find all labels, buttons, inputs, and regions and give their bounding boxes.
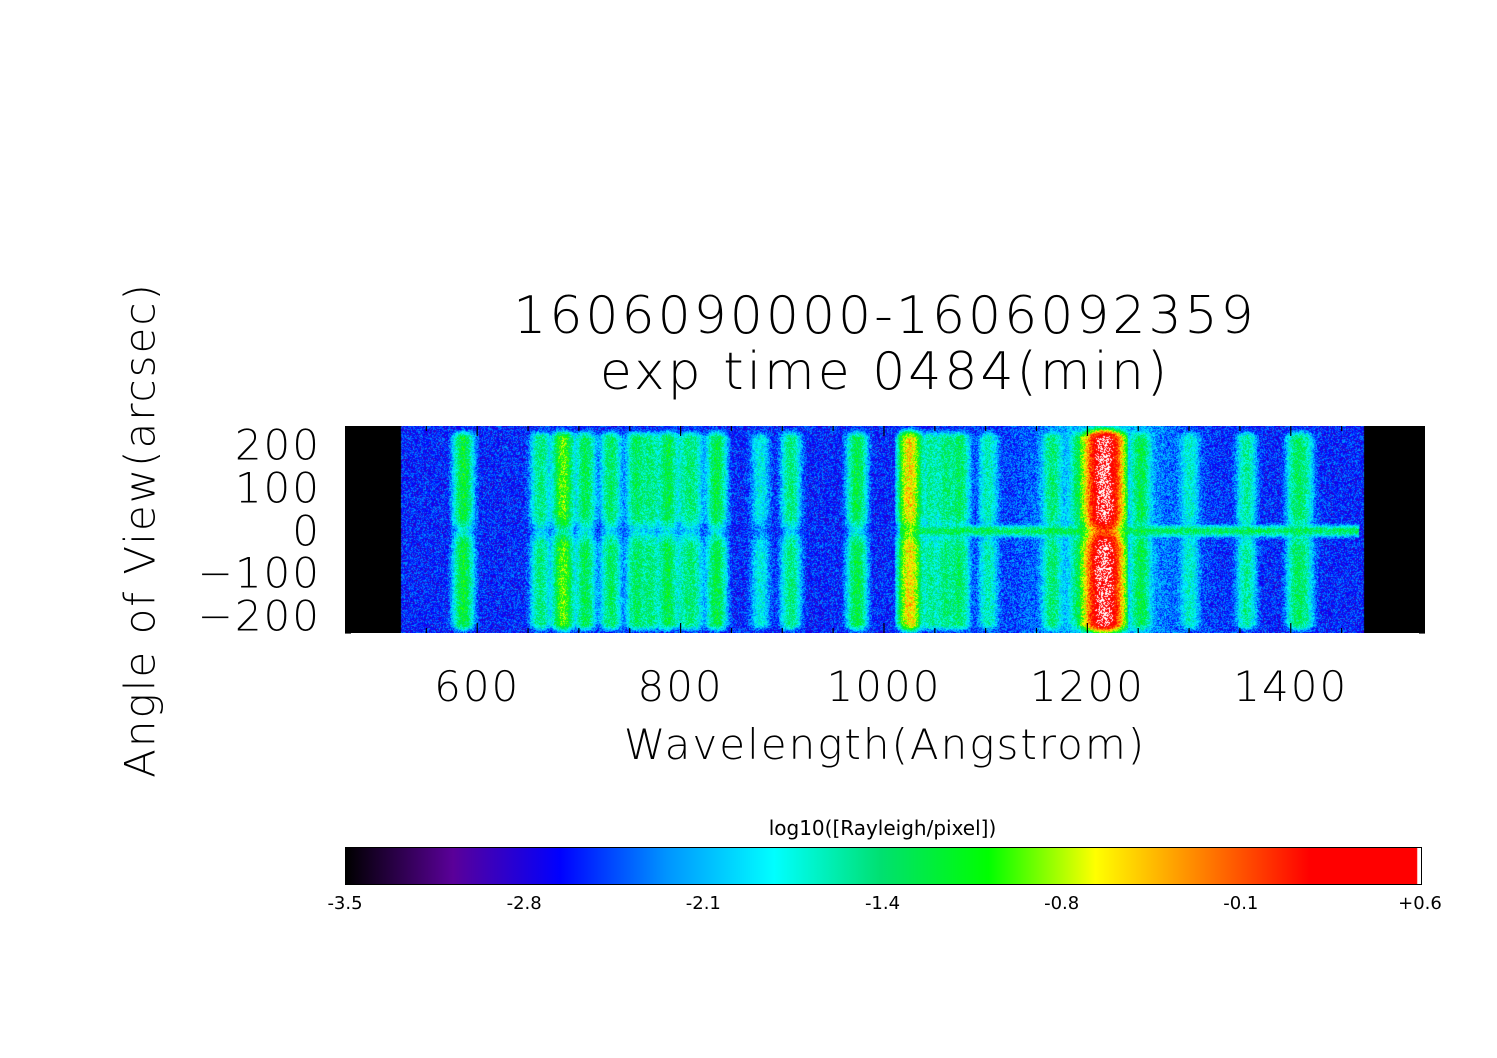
y-tick-label: −200 — [197, 591, 321, 641]
chart-title-line-1: 1606090000-1606092359 — [513, 286, 1257, 346]
x-axis-label: Wavelength(Angstrom) — [623, 720, 1147, 769]
chart-title-line-2: exp time 0484(min) — [599, 342, 1171, 402]
x-tick-label: 1000 — [826, 662, 942, 711]
y-tick-label: 0 — [292, 506, 321, 556]
y-tick-label: −100 — [197, 548, 321, 598]
y-tick-label: 100 — [234, 463, 321, 513]
x-tick-label: 1200 — [1029, 662, 1145, 711]
colorbar-tick-label: -3.5 — [327, 893, 363, 914]
colorbar-tick-label: -2.1 — [685, 893, 721, 914]
spectrum-heatmap — [345, 426, 1425, 634]
plot-axes — [345, 426, 1425, 634]
colorbar-tick-label: -1.4 — [864, 893, 901, 914]
colorbar-label: log10([Rayleigh/pixel]) — [768, 816, 997, 840]
colorbar-tick-label: -0.8 — [1044, 893, 1080, 914]
heatmap-image — [345, 426, 1425, 633]
colorbar-tick-label: -2.8 — [506, 893, 542, 914]
y-axis-label: Angle of View(arcsec) — [115, 282, 165, 778]
colorbar-tick-label: -0.1 — [1223, 893, 1259, 914]
y-tick-label: 200 — [234, 420, 321, 470]
x-tick-label: 600 — [434, 662, 521, 711]
colorbar-tick-label: +0.6 — [1398, 893, 1442, 914]
colorbar — [345, 847, 1422, 885]
x-tick-label: 800 — [637, 662, 724, 711]
x-tick-label: 1400 — [1233, 662, 1349, 711]
